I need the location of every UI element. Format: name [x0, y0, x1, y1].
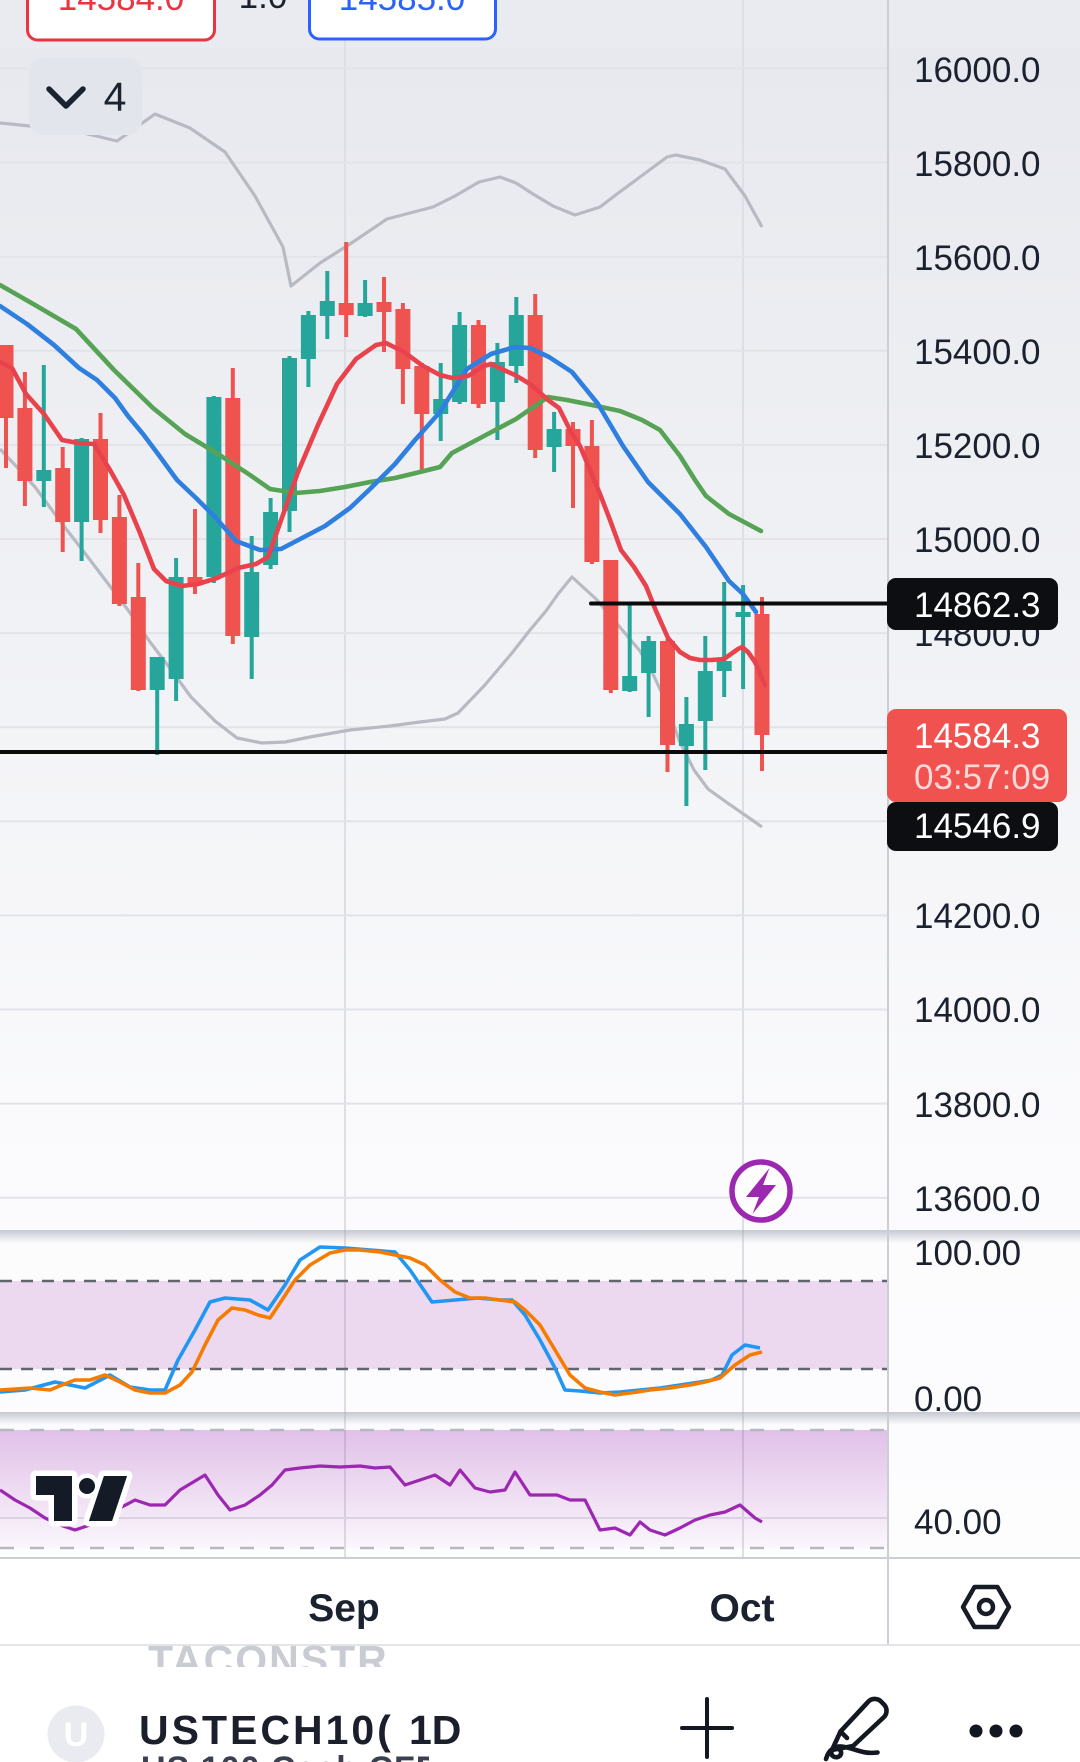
svg-text:Oct: Oct	[709, 1587, 774, 1630]
svg-text:15200.0: 15200.0	[914, 427, 1041, 466]
svg-text:1.0: 1.0	[239, 0, 288, 16]
svg-text:1D: 1D	[409, 1707, 461, 1753]
svg-text:14585.0: 14585.0	[339, 0, 466, 18]
svg-text:15400.0: 15400.0	[914, 333, 1041, 372]
svg-text:14000.0: 14000.0	[914, 991, 1041, 1030]
svg-text:15000.0: 15000.0	[914, 521, 1041, 560]
svg-text:40.00: 40.00	[914, 1503, 1002, 1542]
svg-text:13800.0: 13800.0	[914, 1086, 1041, 1125]
svg-text:TACONSTR: TACONSTR	[148, 1637, 389, 1683]
svg-text:USTECH10(: USTECH10(	[139, 1707, 394, 1753]
svg-text:13600.0: 13600.0	[914, 1180, 1041, 1219]
svg-text:Sep: Sep	[308, 1587, 380, 1630]
svg-text:14200.0: 14200.0	[914, 897, 1041, 936]
svg-text:15800.0: 15800.0	[914, 145, 1041, 184]
svg-text:14584.3: 14584.3	[914, 717, 1041, 756]
svg-text:4: 4	[104, 74, 127, 120]
svg-text:14584.0: 14584.0	[58, 0, 185, 18]
svg-text:U: U	[64, 1716, 89, 1754]
svg-text:100.00: 100.00	[914, 1234, 1021, 1273]
svg-text:14862.3: 14862.3	[914, 586, 1041, 625]
svg-text:16000.0: 16000.0	[914, 51, 1041, 90]
svg-text:14546.9: 14546.9	[914, 807, 1041, 846]
svg-text:15600.0: 15600.0	[914, 239, 1041, 278]
svg-text:0.00: 0.00	[914, 1380, 982, 1419]
svg-text:US 100 Cash CFD: US 100 Cash CFD	[141, 1750, 441, 1762]
svg-text:03:57:09: 03:57:09	[914, 758, 1050, 797]
